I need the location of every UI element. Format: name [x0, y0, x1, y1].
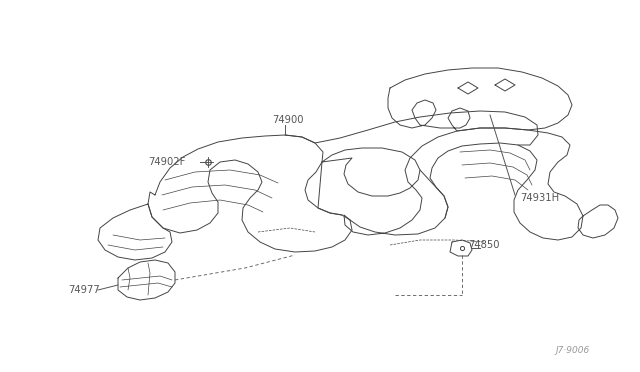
Text: 74902F: 74902F: [148, 157, 186, 167]
Text: 74900: 74900: [272, 115, 303, 125]
Text: 74977: 74977: [68, 285, 100, 295]
Text: J7·9006: J7·9006: [556, 346, 590, 355]
Text: 74931H: 74931H: [520, 193, 559, 203]
Text: 74850: 74850: [468, 240, 499, 250]
